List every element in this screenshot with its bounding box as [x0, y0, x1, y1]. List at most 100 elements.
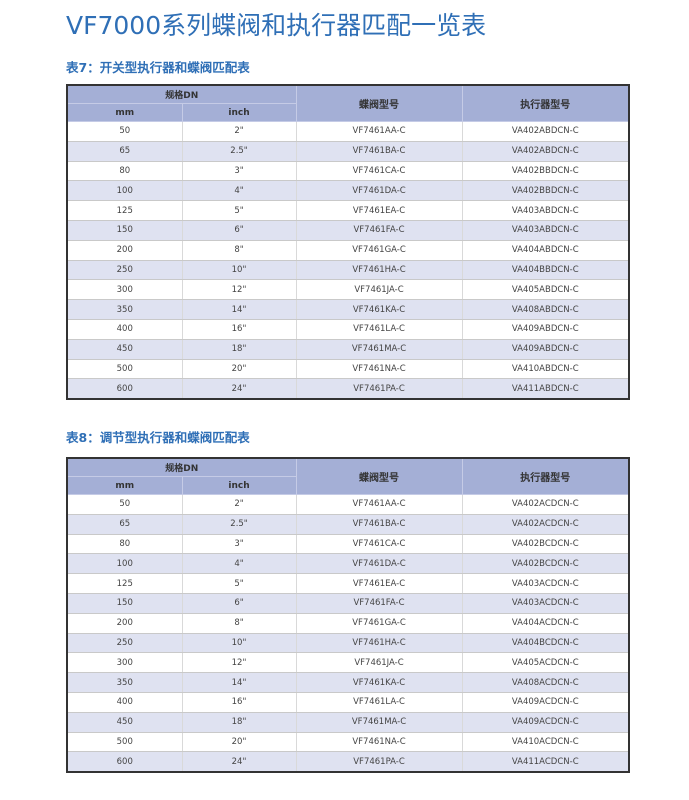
cell-valve-model: VF7461CA-C: [296, 161, 463, 182]
table-row: 200 8" VF7461GA-C VA404ABDCN-C: [67, 240, 630, 261]
cell-valve-model: VF7461FA-C: [296, 220, 463, 241]
cell-mm: 125: [67, 200, 183, 221]
cell-valve-model: VF7461DA-C: [296, 180, 463, 202]
cell-valve-model: VF7461EA-C: [296, 200, 463, 221]
cell-valve-model: VF7461GA-C: [296, 613, 463, 634]
cell-actuator-model: VA410ACDCN-C: [462, 732, 630, 753]
table-row: 50 2" VF7461AA-C VA402ABDCN-C: [67, 121, 630, 142]
cell-mm: 300: [67, 279, 183, 301]
cell-inch: 16": [182, 319, 297, 340]
table-row: 600 24" VF7461PA-C VA411ABDCN-C: [67, 378, 630, 400]
cell-valve-model: VF7461LA-C: [296, 692, 463, 713]
cell-actuator-model: VA402ACDCN-C: [462, 514, 630, 535]
cell-valve-model: VF7461GA-C: [296, 240, 463, 261]
table-row: 300 12" VF7461JA-C VA405ABDCN-C: [67, 279, 630, 301]
cell-mm: 100: [67, 180, 183, 202]
table-row: 450 18" VF7461MA-C VA409ABDCN-C: [67, 339, 630, 360]
table-row: 65 2.5" VF7461BA-C VA402ACDCN-C: [67, 514, 630, 535]
table-row: 400 16" VF7461LA-C VA409ACDCN-C: [67, 692, 630, 713]
cell-valve-model: VF7461NA-C: [296, 732, 463, 753]
cell-inch: 24": [182, 378, 297, 400]
cell-inch: 5": [182, 573, 297, 594]
cell-actuator-model: VA409ABDCN-C: [462, 319, 630, 340]
table-row: 250 10" VF7461HA-C VA404BBDCN-C: [67, 260, 630, 281]
table-row: 300 12" VF7461JA-C VA405ACDCN-C: [67, 652, 630, 674]
table-row: 65 2.5" VF7461BA-C VA402ABDCN-C: [67, 141, 630, 162]
cell-valve-model: VF7461PA-C: [296, 378, 463, 400]
cell-valve-model: VF7461KA-C: [296, 299, 463, 320]
cell-actuator-model: VA405ABDCN-C: [462, 279, 630, 301]
table-row: 200 8" VF7461GA-C VA404ACDCN-C: [67, 613, 630, 634]
cell-inch: 8": [182, 613, 297, 634]
cell-mm: 200: [67, 613, 183, 634]
cell-valve-model: VF7461KA-C: [296, 672, 463, 693]
cell-actuator-model: VA403ACDCN-C: [462, 593, 630, 614]
cell-valve-model: VF7461JA-C: [296, 279, 463, 301]
page-title: VF7000系列蝶阀和执行器匹配一览表: [66, 11, 487, 40]
cell-mm: 150: [67, 593, 183, 614]
cell-actuator-model: VA404BBDCN-C: [462, 260, 630, 281]
cell-inch: 6": [182, 220, 297, 241]
table-row: 80 3" VF7461CA-C VA402BCDCN-C: [67, 534, 630, 555]
cell-actuator-model: VA403ABDCN-C: [462, 200, 630, 221]
cell-mm: 250: [67, 260, 183, 281]
cell-mm: 80: [67, 161, 183, 182]
table-row: 600 24" VF7461PA-C VA411ACDCN-C: [67, 751, 630, 773]
cell-mm: 400: [67, 692, 183, 713]
cell-actuator-model: VA409ACDCN-C: [462, 692, 630, 713]
table-row: 150 6" VF7461FA-C VA403ACDCN-C: [67, 593, 630, 614]
cell-mm: 100: [67, 553, 183, 575]
cell-inch: 2": [182, 121, 297, 142]
cell-actuator-model: VA402BCDCN-C: [462, 553, 630, 575]
cell-valve-model: VF7461FA-C: [296, 593, 463, 614]
cell-valve-model: VF7461JA-C: [296, 652, 463, 674]
cell-valve-model: VF7461EA-C: [296, 573, 463, 594]
cell-inch: 16": [182, 692, 297, 713]
table-7: 规格DN 蝶阀型号 执行器型号 mm inch 50 2" VF7461AA-C VA…: [66, 84, 631, 401]
cell-mm: 450: [67, 712, 183, 733]
cell-mm: 450: [67, 339, 183, 360]
cell-mm: 125: [67, 573, 183, 594]
cell-valve-model: VF7461HA-C: [296, 633, 463, 654]
mm-header: mm: [67, 476, 183, 495]
cell-actuator-model: VA409ACDCN-C: [462, 712, 630, 733]
cell-valve-model: VF7461NA-C: [296, 359, 463, 380]
cell-actuator-model: VA411ACDCN-C: [462, 751, 630, 773]
table-row: 350 14" VF7461KA-C VA408ACDCN-C: [67, 672, 630, 693]
cell-inch: 4": [182, 180, 297, 202]
cell-valve-model: VF7461MA-C: [296, 712, 463, 733]
cell-inch: 14": [182, 672, 297, 693]
table-row: 500 20" VF7461NA-C VA410ABDCN-C: [67, 359, 630, 380]
cell-valve-model: VF7461DA-C: [296, 553, 463, 575]
cell-inch: 10": [182, 633, 297, 654]
actuator-model-header: 执行器型号: [462, 85, 630, 122]
valve-model-header: 蝶阀型号: [296, 85, 463, 122]
cell-valve-model: VF7461AA-C: [296, 494, 463, 515]
cell-actuator-model: VA404ABDCN-C: [462, 240, 630, 261]
cell-actuator-model: VA409ABDCN-C: [462, 339, 630, 360]
cell-valve-model: VF7461CA-C: [296, 534, 463, 555]
cell-actuator-model: VA402BBDCN-C: [462, 180, 630, 202]
cell-inch: 8": [182, 240, 297, 261]
cell-mm: 80: [67, 534, 183, 555]
table-row: 150 6" VF7461FA-C VA403ABDCN-C: [67, 220, 630, 241]
cell-actuator-model: VA404ACDCN-C: [462, 613, 630, 634]
table-row: 50 2" VF7461AA-C VA402ACDCN-C: [67, 494, 630, 515]
cell-mm: 150: [67, 220, 183, 241]
cell-mm: 350: [67, 299, 183, 320]
cell-actuator-model: VA402ABDCN-C: [462, 121, 630, 142]
cell-valve-model: VF7461BA-C: [296, 514, 463, 535]
cell-actuator-model: VA402BBDCN-C: [462, 161, 630, 182]
cell-inch: 3": [182, 161, 297, 182]
cell-valve-model: VF7461AA-C: [296, 121, 463, 142]
cell-inch: 14": [182, 299, 297, 320]
cell-inch: 6": [182, 593, 297, 614]
cell-inch: 3": [182, 534, 297, 555]
mm-header: mm: [67, 103, 183, 122]
cell-actuator-model: VA402ABDCN-C: [462, 141, 630, 162]
table-row: 125 5" VF7461EA-C VA403ABDCN-C: [67, 200, 630, 221]
cell-actuator-model: VA410ABDCN-C: [462, 359, 630, 380]
inch-header: inch: [182, 103, 297, 122]
table-row: 100 4" VF7461DA-C VA402BCDCN-C: [67, 553, 630, 575]
cell-mm: 65: [67, 514, 183, 535]
